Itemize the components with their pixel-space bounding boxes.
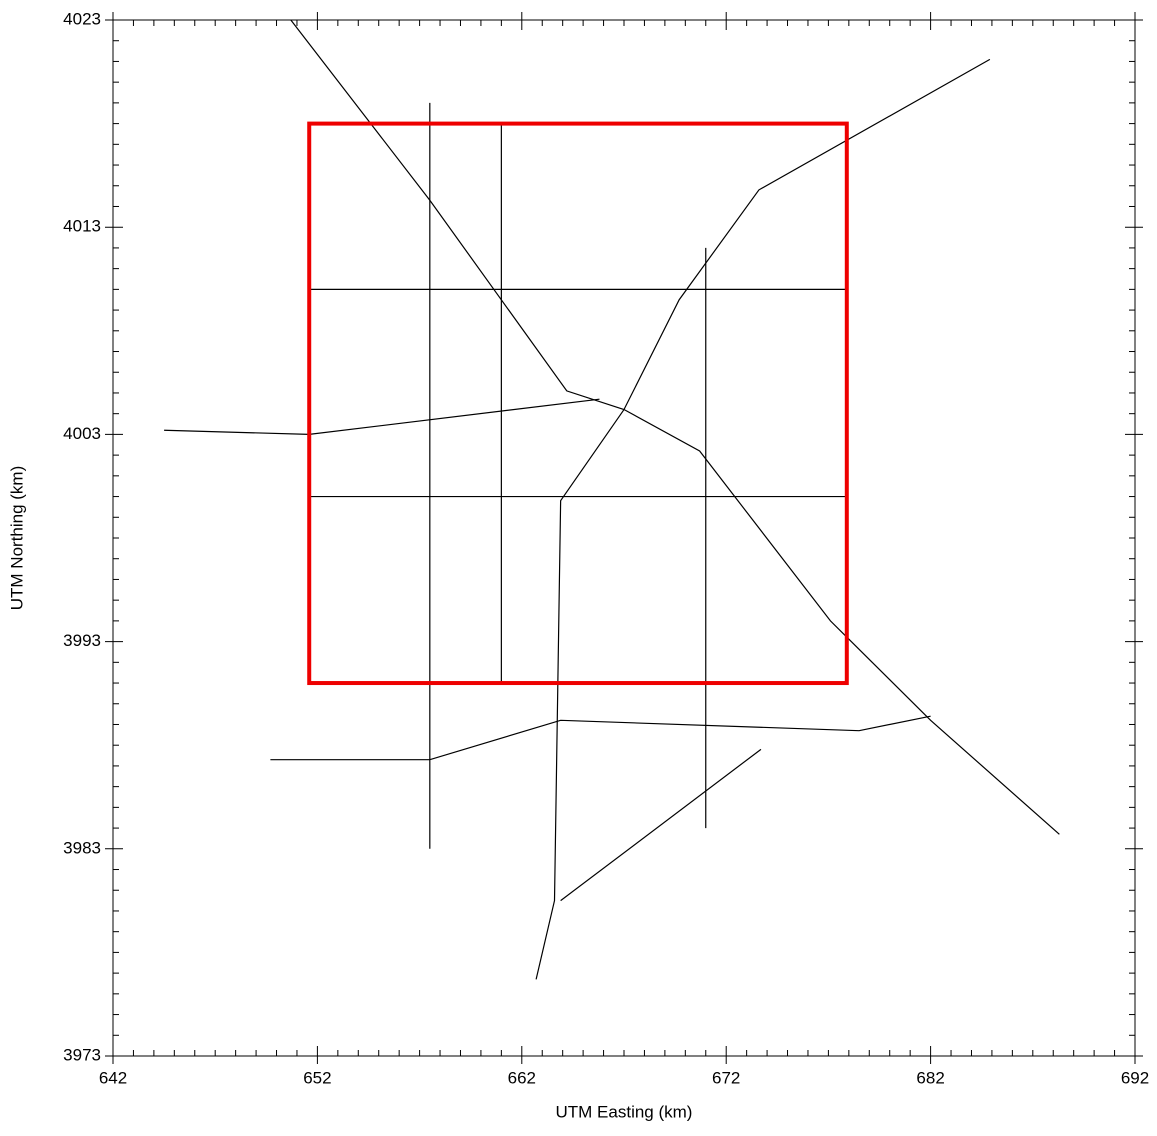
y-tick-label: 3983 xyxy=(63,838,101,857)
x-tick-label: 642 xyxy=(99,1068,127,1087)
x-tick-label: 692 xyxy=(1121,1068,1149,1087)
road xyxy=(624,59,990,409)
chart: UTM Easting (km) UTM Northing (km) 642 65… xyxy=(0,0,1157,1131)
y-tick-label: 4003 xyxy=(63,424,101,443)
road xyxy=(164,399,599,434)
y-tick-label: 3993 xyxy=(63,631,101,650)
road xyxy=(291,20,1060,834)
y-tick-label: 4023 xyxy=(63,9,101,28)
plot-frame xyxy=(113,20,1135,1056)
road xyxy=(561,749,761,900)
x-tick-label: 672 xyxy=(712,1068,740,1087)
road xyxy=(270,716,930,760)
y-axis-label: UTM Northing (km) xyxy=(7,466,26,611)
x-tick-label: 662 xyxy=(508,1068,536,1087)
road xyxy=(536,410,624,980)
x-axis-label: UTM Easting (km) xyxy=(556,1102,693,1121)
y-tick-label: 4013 xyxy=(63,217,101,236)
x-tick-label: 682 xyxy=(916,1068,944,1087)
y-tick-label: 3973 xyxy=(63,1045,101,1064)
x-tick-label: 652 xyxy=(303,1068,331,1087)
domain-box xyxy=(309,124,847,683)
